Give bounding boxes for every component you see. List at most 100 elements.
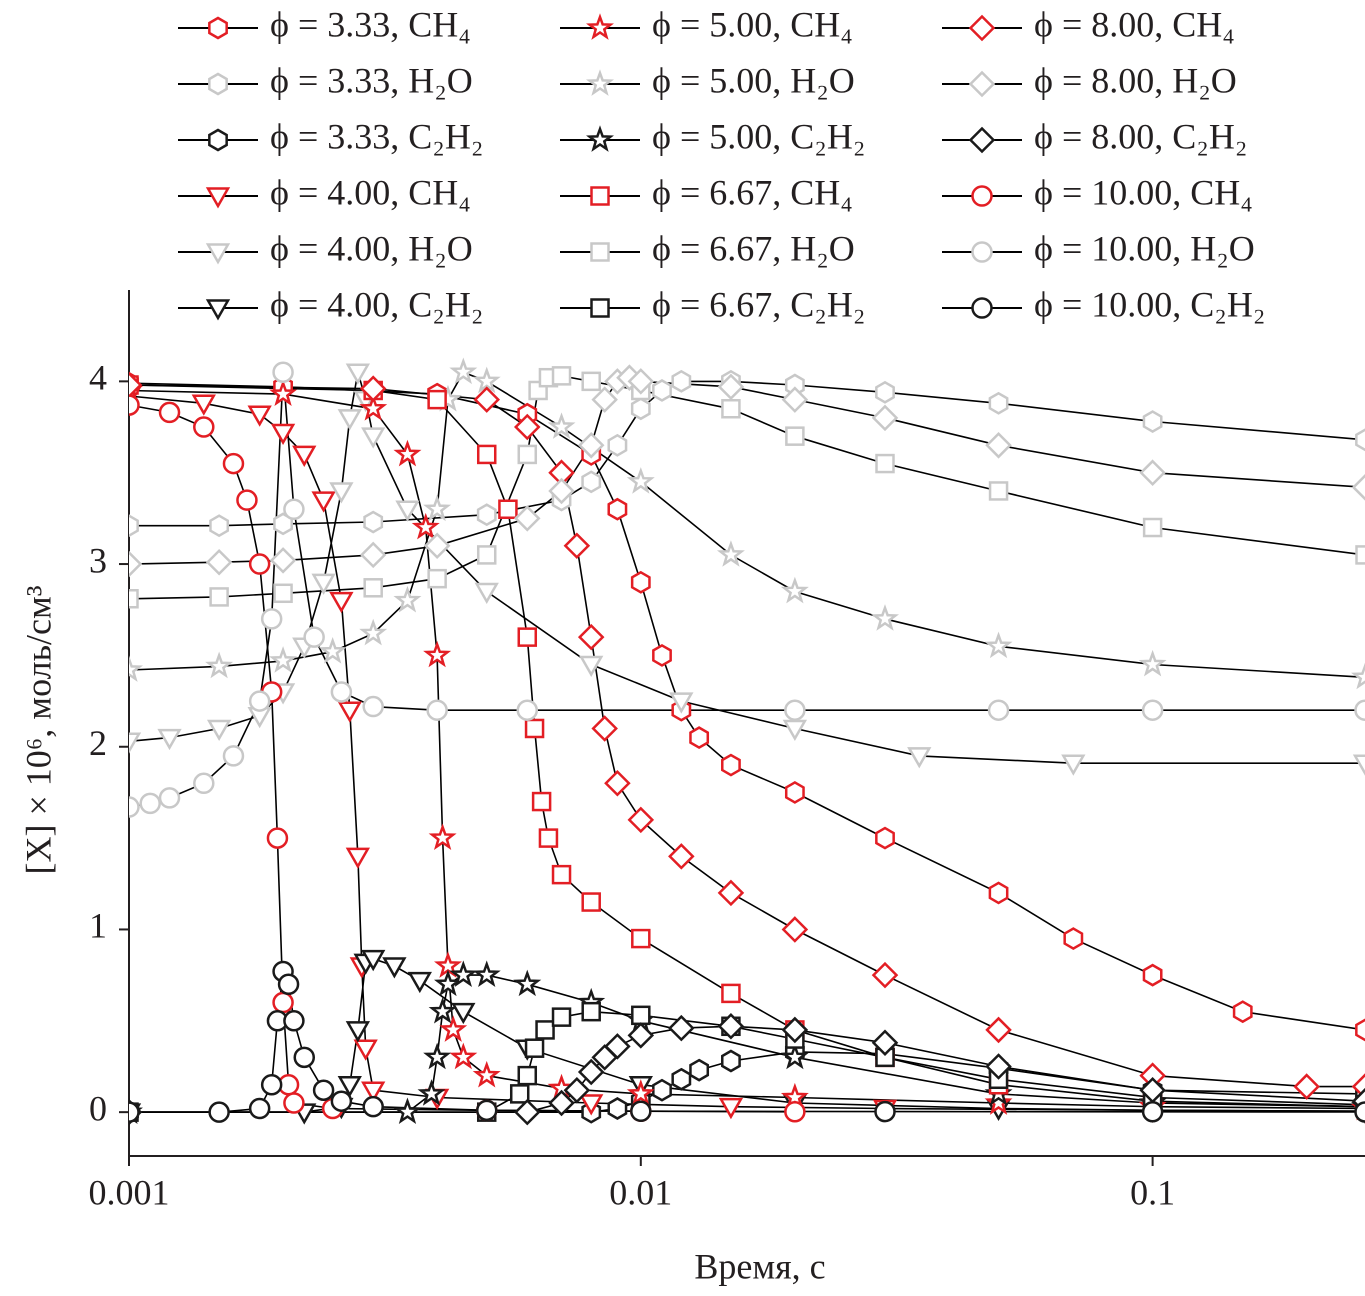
marker <box>345 363 371 385</box>
legend-label: ϕ = 8.00, C₂H₂ <box>1034 116 1247 156</box>
marker <box>1141 1101 1164 1123</box>
marker <box>395 500 420 522</box>
marker <box>423 494 452 522</box>
marker <box>630 1100 652 1122</box>
marker <box>1142 963 1163 987</box>
marker <box>129 732 142 754</box>
marker <box>907 747 932 769</box>
marker <box>604 770 631 797</box>
marker <box>971 241 993 263</box>
marker <box>581 1001 601 1022</box>
marker <box>283 498 305 520</box>
legend-label: ϕ = 5.00, CH₄ <box>652 4 853 44</box>
marker <box>652 643 672 667</box>
marker <box>581 892 601 912</box>
marker <box>988 481 1009 501</box>
legend-label: ϕ = 5.00, H₂O <box>652 60 855 100</box>
marker <box>607 1097 628 1120</box>
marker <box>581 470 602 494</box>
marker <box>721 753 741 777</box>
marker <box>535 1020 555 1040</box>
marker <box>345 1021 371 1043</box>
marker <box>362 695 384 718</box>
marker <box>129 1101 140 1123</box>
marker <box>971 185 993 207</box>
marker <box>205 651 234 679</box>
marker <box>382 957 407 979</box>
marker <box>205 243 231 265</box>
marker <box>547 412 576 439</box>
marker <box>273 583 293 604</box>
marker <box>361 949 386 972</box>
marker <box>669 692 694 714</box>
marker <box>318 637 347 664</box>
marker <box>985 432 1012 459</box>
marker <box>517 444 538 465</box>
y-tick-label: 4 <box>89 358 107 398</box>
marker <box>363 578 383 598</box>
legend-label: ϕ = 3.33, H₂O <box>270 60 473 100</box>
marker <box>208 16 228 40</box>
marker <box>269 379 298 407</box>
series-line <box>129 389 1365 1110</box>
marker <box>509 1084 530 1104</box>
marker <box>531 791 552 812</box>
marker <box>784 699 806 721</box>
marker <box>1352 754 1365 776</box>
marker <box>871 404 899 432</box>
marker <box>1063 927 1084 951</box>
marker <box>781 386 809 413</box>
marker <box>652 1078 672 1102</box>
marker <box>1061 754 1086 776</box>
marker <box>472 366 501 394</box>
marker <box>968 126 996 154</box>
marker <box>193 416 215 438</box>
marker <box>205 187 231 209</box>
legend-label: ϕ = 5.00, C₂H₂ <box>652 116 865 156</box>
marker <box>439 1015 468 1042</box>
marker <box>1138 649 1167 677</box>
marker <box>551 366 572 386</box>
marker <box>517 1065 538 1086</box>
marker <box>513 969 542 997</box>
marker <box>1351 474 1365 501</box>
marker <box>427 389 447 410</box>
marker <box>626 467 655 494</box>
marker <box>717 879 745 907</box>
marker <box>337 1075 362 1098</box>
marker <box>538 828 559 848</box>
marker <box>871 1029 899 1056</box>
marker <box>586 125 614 152</box>
marker <box>222 745 245 767</box>
marker <box>1354 699 1365 721</box>
legend-label: ϕ = 4.00, CH₄ <box>270 172 471 212</box>
marker <box>668 1014 695 1042</box>
marker <box>579 1094 604 1116</box>
marker <box>721 399 741 419</box>
marker <box>329 591 354 614</box>
series-line <box>129 372 1365 808</box>
marker <box>451 1002 476 1025</box>
marker <box>875 826 895 850</box>
x-tick-label: 0.1 <box>1130 1172 1175 1212</box>
marker <box>721 983 741 1004</box>
marker <box>590 298 610 318</box>
marker <box>780 576 809 604</box>
marker <box>1232 1000 1253 1024</box>
marker <box>476 444 497 465</box>
marker <box>129 371 143 399</box>
marker <box>269 547 297 574</box>
marker <box>627 368 655 395</box>
marker <box>428 996 457 1024</box>
marker <box>337 409 362 431</box>
marker <box>427 568 447 589</box>
marker <box>129 514 139 538</box>
marker <box>513 1098 541 1126</box>
marker <box>393 439 422 467</box>
marker <box>157 728 182 751</box>
legend-label: ϕ = 3.33, CH₄ <box>270 4 471 44</box>
marker <box>472 960 501 988</box>
marker <box>716 540 745 567</box>
marker <box>158 787 181 809</box>
